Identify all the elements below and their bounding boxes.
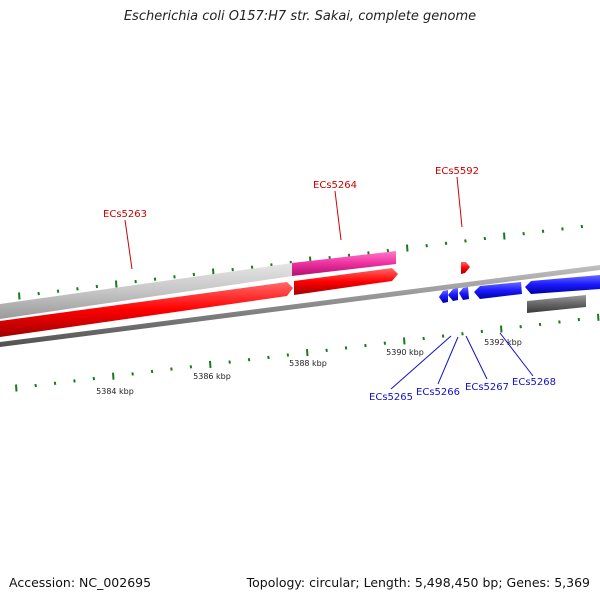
minor-tick — [53, 381, 57, 385]
minor-tick — [538, 322, 542, 327]
feature-cds-ECs5265[interactable] — [439, 290, 448, 303]
minor-tick — [519, 325, 522, 329]
minor-tick — [558, 320, 561, 324]
minor-tick — [189, 365, 193, 369]
gene-label-ECs5264[interactable]: ECs5264 — [313, 180, 357, 191]
map-title: Escherichia coli O157:H7 str. Sakai, com… — [123, 9, 477, 24]
leader-line-ECs5268 — [499, 332, 534, 377]
major-tick — [209, 360, 212, 368]
minor-tick — [134, 279, 137, 284]
minor-tick — [561, 227, 564, 231]
kbp-label-5392: 5392 kbp — [484, 338, 522, 347]
minor-tick — [95, 284, 99, 289]
minor-tick — [228, 360, 231, 364]
feature-cds-ECs5267[interactable] — [459, 287, 469, 300]
kbp-label-5390: 5390 kbp — [386, 348, 424, 357]
inner-tick-marks — [15, 313, 600, 392]
minor-tick — [34, 383, 37, 388]
minor-tick — [325, 348, 328, 352]
minor-tick — [444, 241, 448, 245]
gene-label-ECs5268[interactable]: ECs5268 — [512, 377, 556, 388]
minor-tick — [231, 267, 234, 272]
minor-tick — [247, 358, 251, 362]
major-tick — [115, 280, 118, 288]
minor-tick — [364, 343, 367, 348]
minor-tick — [131, 372, 134, 376]
feature-cds-ECs5263[interactable] — [0, 282, 293, 337]
minor-tick — [483, 236, 487, 241]
minor-tick — [541, 229, 545, 233]
kbp-label-5388: 5388 kbp — [289, 359, 327, 368]
minor-tick — [150, 369, 154, 374]
minor-tick — [286, 353, 290, 357]
minor-tick — [250, 265, 254, 269]
major-tick — [112, 372, 115, 380]
major-tick — [306, 349, 309, 357]
minor-tick — [76, 287, 79, 291]
minor-tick — [580, 224, 584, 229]
minor-tick — [153, 277, 157, 281]
gene-label-ECs5267[interactable]: ECs5267 — [465, 382, 509, 393]
accession-label: Accession: NC_002695 — [9, 575, 152, 590]
minor-tick — [425, 244, 428, 248]
minor-tick — [480, 329, 484, 334]
minor-tick — [441, 334, 445, 338]
kbp-label-5386: 5386 kbp — [193, 372, 231, 381]
feature-cds-reverse-right[interactable] — [525, 275, 600, 294]
feature-gene-ECs5264[interactable] — [292, 251, 396, 276]
gene-label-ECs5592[interactable]: ECs5592 — [435, 166, 479, 177]
minor-tick — [464, 239, 467, 243]
leader-line-ECs5263 — [124, 219, 133, 270]
gene-label-ECs5265[interactable]: ECs5265 — [369, 392, 413, 403]
genome-backbone — [0, 265, 600, 347]
minor-tick — [367, 251, 370, 255]
feature-gene-ECs5263[interactable] — [0, 263, 292, 319]
minor-tick — [383, 341, 387, 345]
major-tick — [597, 313, 600, 321]
topology-label: Topology: circular; Length: 5,498,450 bp… — [246, 575, 590, 590]
minor-tick — [92, 376, 96, 381]
leader-line-ECs5592 — [456, 176, 463, 228]
minor-tick — [422, 336, 425, 341]
major-tick — [500, 325, 503, 333]
feature-gene-reverse-right[interactable] — [527, 295, 586, 313]
leader-line-ECs5266 — [437, 336, 459, 385]
minor-tick — [37, 291, 40, 296]
major-tick — [503, 232, 506, 240]
minor-tick — [170, 367, 173, 371]
minor-tick — [577, 317, 581, 322]
minor-tick — [461, 332, 464, 336]
minor-tick — [347, 253, 351, 257]
leader-line-ECs5265 — [390, 335, 452, 390]
minor-tick — [344, 346, 348, 350]
feature-cds-ECs5592[interactable] — [461, 262, 470, 274]
minor-tick — [56, 289, 60, 293]
feature-cds-ECs5266[interactable] — [448, 288, 458, 301]
gene-label-ECs5266[interactable]: ECs5266 — [416, 387, 460, 398]
minor-tick — [267, 355, 270, 360]
major-tick — [18, 292, 21, 300]
leader-line-ECs5264 — [334, 190, 342, 241]
feature-cds-ECs5264[interactable] — [294, 268, 398, 295]
major-tick — [403, 337, 406, 345]
leader-line-ECs5267 — [465, 335, 488, 380]
minor-tick — [192, 272, 196, 277]
minor-tick — [522, 232, 525, 236]
major-tick — [406, 244, 409, 252]
minor-tick — [73, 379, 76, 383]
major-tick — [15, 384, 18, 392]
gene-label-ECs5263[interactable]: ECs5263 — [103, 209, 147, 220]
minor-tick — [386, 248, 390, 253]
kbp-label-5384: 5384 kbp — [96, 387, 134, 396]
feature-cds-ECs5268[interactable] — [474, 282, 522, 299]
minor-tick — [173, 275, 176, 279]
